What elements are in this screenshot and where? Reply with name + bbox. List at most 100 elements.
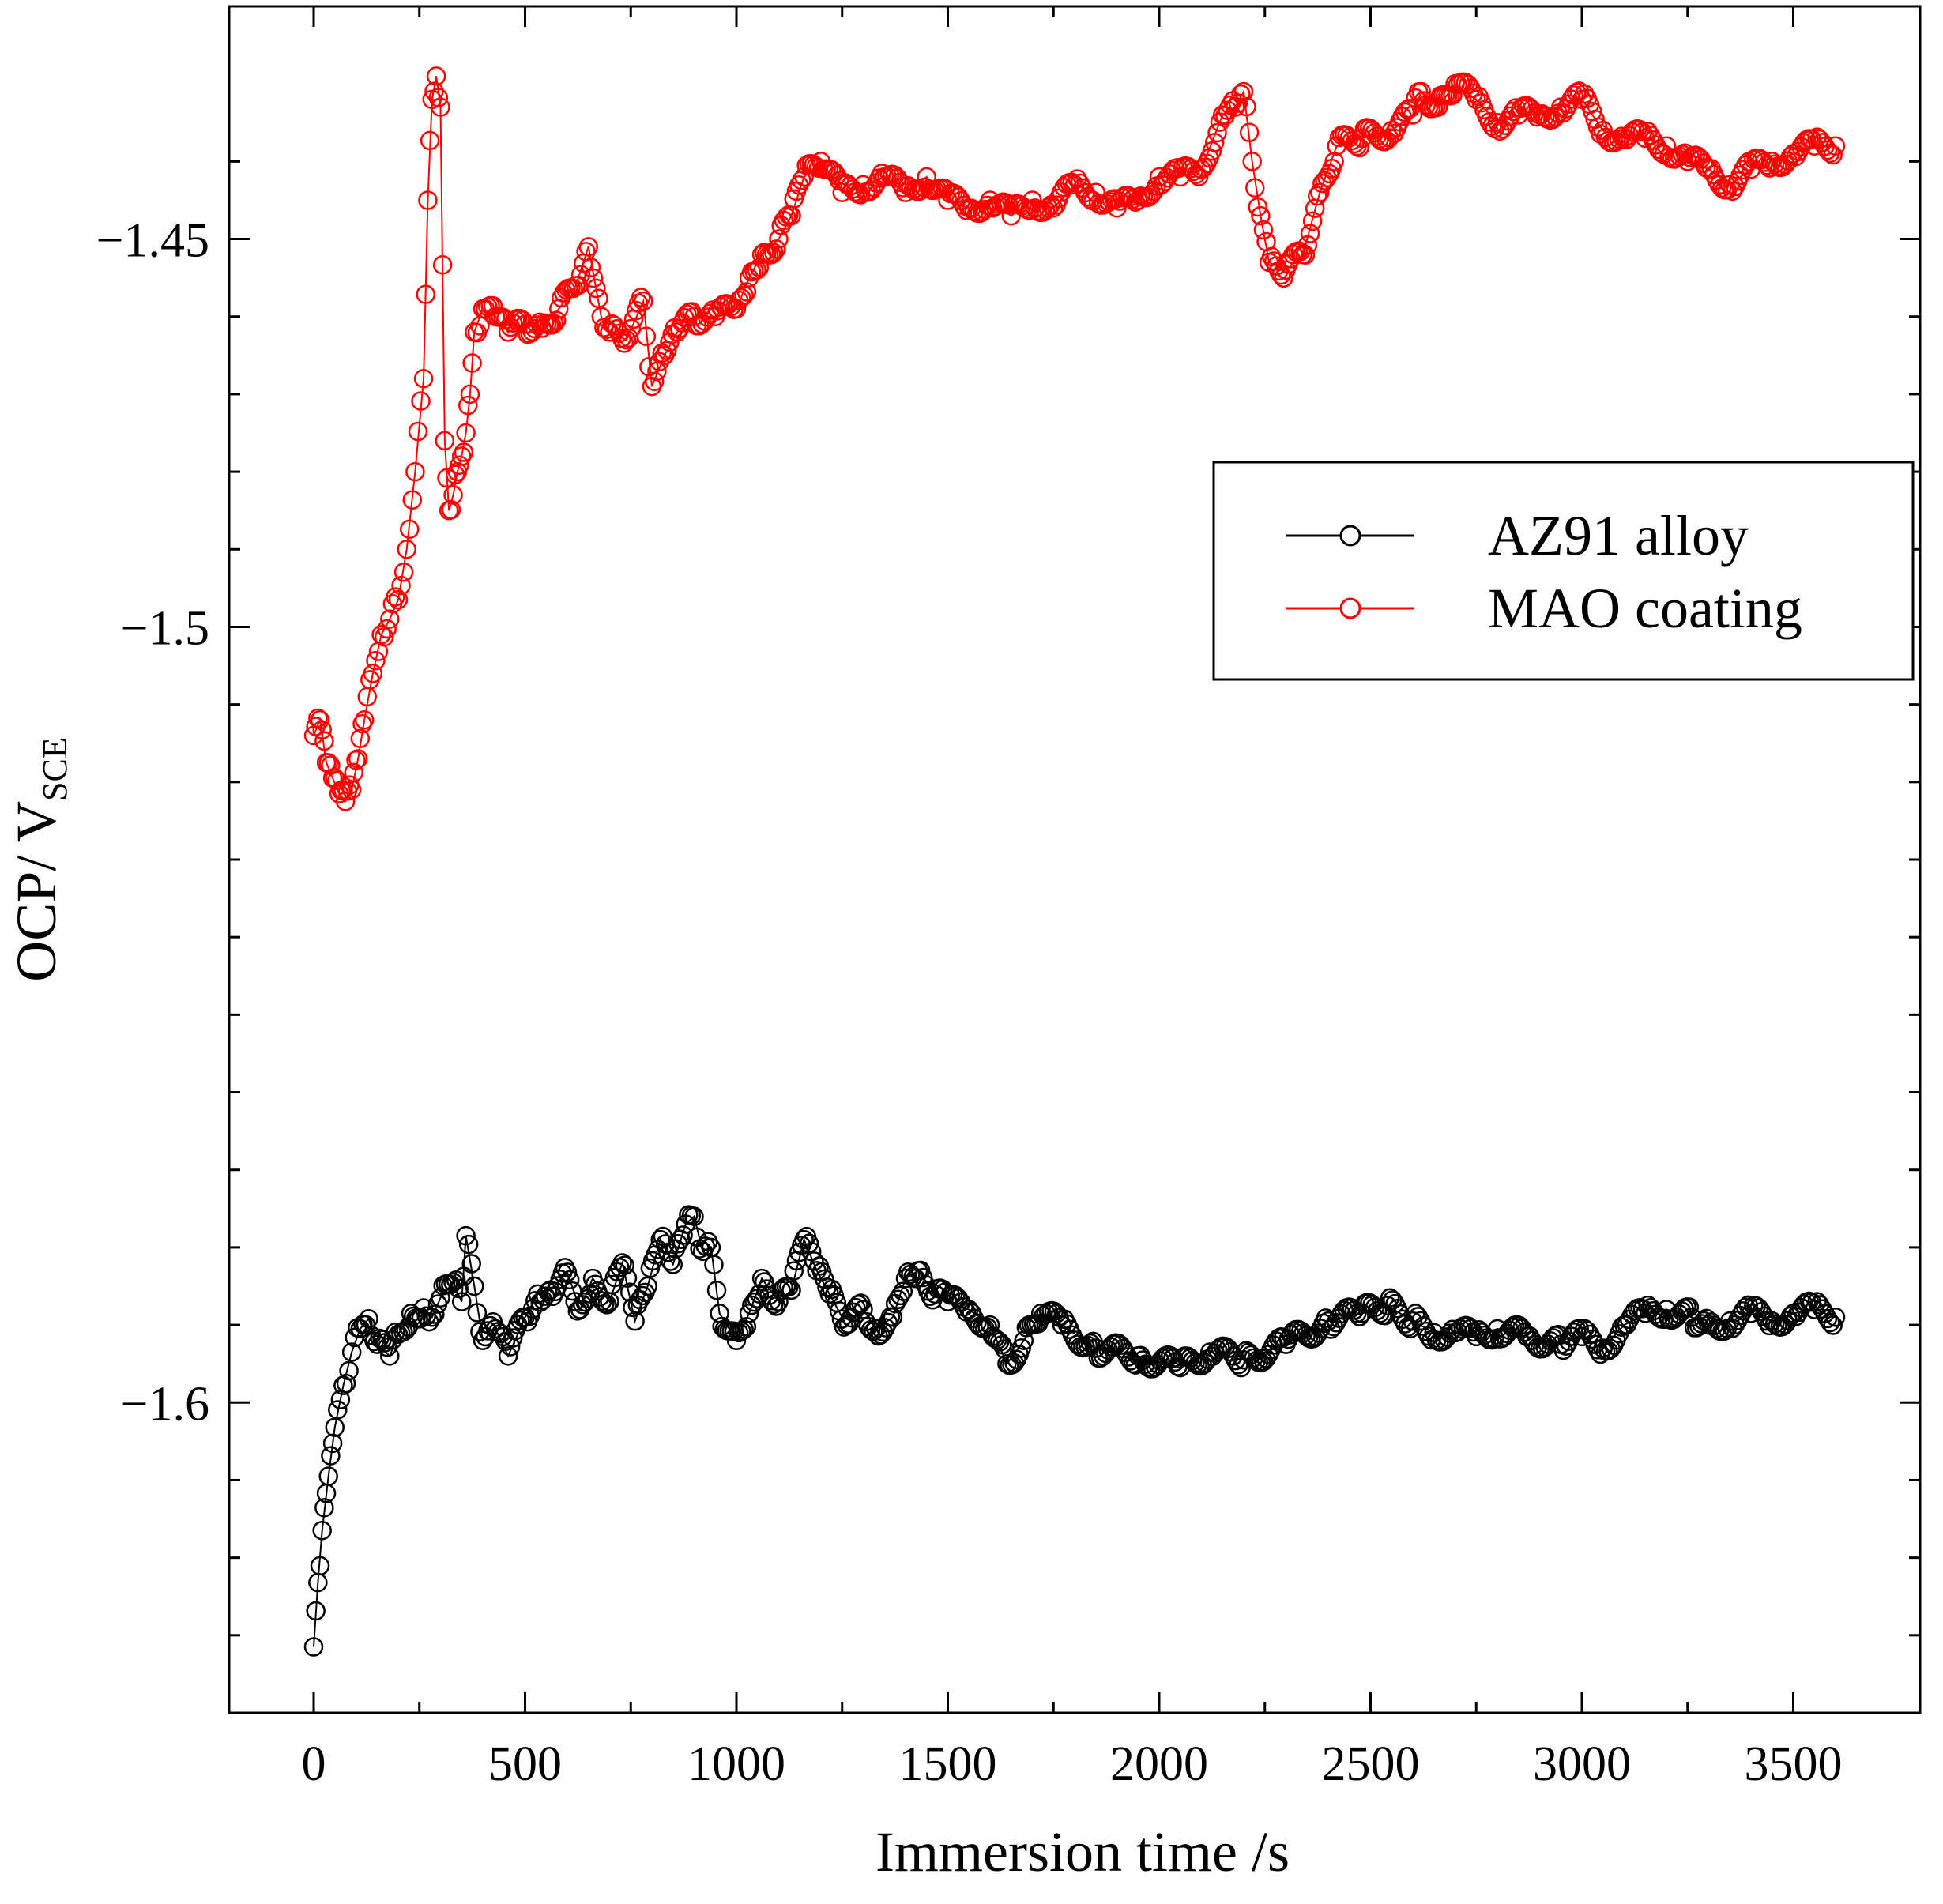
legend-label: AZ91 alloy — [1488, 504, 1749, 567]
marker — [1317, 167, 1337, 188]
marker — [1350, 137, 1369, 158]
data-point — [739, 1304, 759, 1323]
marker — [1764, 154, 1785, 175]
data-point — [413, 369, 434, 389]
marker — [636, 326, 657, 347]
marker — [1248, 197, 1268, 217]
data-point — [1242, 152, 1262, 171]
marker — [1237, 96, 1256, 117]
data-point — [684, 1206, 704, 1226]
marker — [428, 88, 449, 107]
data-point — [769, 1292, 789, 1311]
marker — [621, 318, 642, 339]
marker — [985, 1328, 1005, 1349]
data-point — [456, 1225, 476, 1246]
marker — [535, 1286, 555, 1306]
marker — [736, 1316, 757, 1337]
marker — [647, 361, 667, 382]
marker — [462, 353, 482, 373]
marker — [762, 1291, 781, 1311]
marker — [1153, 1348, 1173, 1368]
marker — [510, 1310, 530, 1330]
marker — [450, 455, 469, 475]
marker — [661, 1251, 680, 1271]
marker — [586, 278, 606, 299]
y-tick-label: −1.45 — [96, 214, 209, 268]
marker — [336, 1373, 356, 1394]
x-tick-label: 1000 — [687, 1737, 785, 1791]
data-point — [638, 1276, 657, 1296]
marker — [1575, 84, 1595, 104]
marker — [673, 1225, 693, 1245]
marker — [1580, 1324, 1600, 1345]
marker — [461, 1254, 481, 1274]
data-point — [1226, 97, 1245, 117]
marker — [1143, 1359, 1163, 1379]
marker — [344, 762, 364, 783]
data-point — [303, 1637, 324, 1657]
marker — [583, 268, 604, 288]
marker — [1297, 235, 1318, 255]
data-point — [634, 291, 653, 311]
series-az91-alloy — [303, 1205, 1846, 1657]
marker — [420, 130, 440, 151]
x-tick-label: 3500 — [1745, 1737, 1843, 1791]
marker — [393, 562, 414, 582]
marker — [314, 731, 334, 751]
data-point — [1030, 1304, 1051, 1323]
marker — [615, 1255, 635, 1275]
marker — [1194, 157, 1214, 178]
marker — [1231, 84, 1251, 104]
plot-frame — [228, 5, 1922, 1714]
marker — [1300, 224, 1320, 243]
data-point — [473, 1330, 493, 1350]
marker — [992, 1334, 1012, 1355]
marker — [538, 1281, 558, 1302]
marker — [1757, 156, 1777, 175]
marker — [1723, 181, 1742, 201]
marker — [322, 1433, 343, 1454]
marker — [710, 297, 731, 317]
data-point — [318, 1466, 338, 1486]
data-point — [1044, 198, 1064, 218]
marker — [1302, 211, 1323, 231]
legend-marker — [1339, 525, 1361, 547]
marker — [408, 421, 428, 442]
marker — [1679, 1297, 1700, 1317]
marker — [1253, 220, 1274, 240]
x-tick-label: 3000 — [1533, 1737, 1631, 1791]
marker — [1324, 152, 1344, 171]
legend-box — [1212, 461, 1915, 681]
marker — [1062, 172, 1082, 193]
marker — [1078, 1335, 1098, 1356]
marker — [1207, 122, 1227, 143]
marker — [1817, 1308, 1838, 1329]
marker — [1312, 173, 1332, 194]
data-point — [751, 1268, 772, 1289]
marker — [734, 285, 754, 306]
data-point — [883, 1308, 903, 1327]
marker — [700, 303, 720, 323]
marker — [467, 1303, 488, 1323]
data-point — [1411, 81, 1431, 102]
data-point — [781, 1280, 801, 1300]
marker — [570, 265, 591, 284]
x-tick-label: 2000 — [1110, 1737, 1208, 1791]
marker — [1408, 1307, 1428, 1326]
data-point — [1805, 1300, 1824, 1319]
marker — [1823, 145, 1843, 165]
data-point — [498, 1346, 518, 1366]
marker — [1509, 1315, 1530, 1336]
data-point — [578, 237, 598, 257]
marker — [1823, 1315, 1843, 1335]
data-point — [1128, 190, 1148, 210]
marker — [617, 1268, 638, 1288]
marker — [891, 1285, 910, 1306]
marker — [1295, 245, 1316, 265]
marker — [1080, 1334, 1101, 1353]
marker — [400, 519, 420, 540]
marker — [632, 1285, 653, 1306]
marker — [510, 309, 530, 329]
marker — [454, 442, 474, 462]
y-axis-label: OCP/ VSCE — [5, 737, 74, 981]
